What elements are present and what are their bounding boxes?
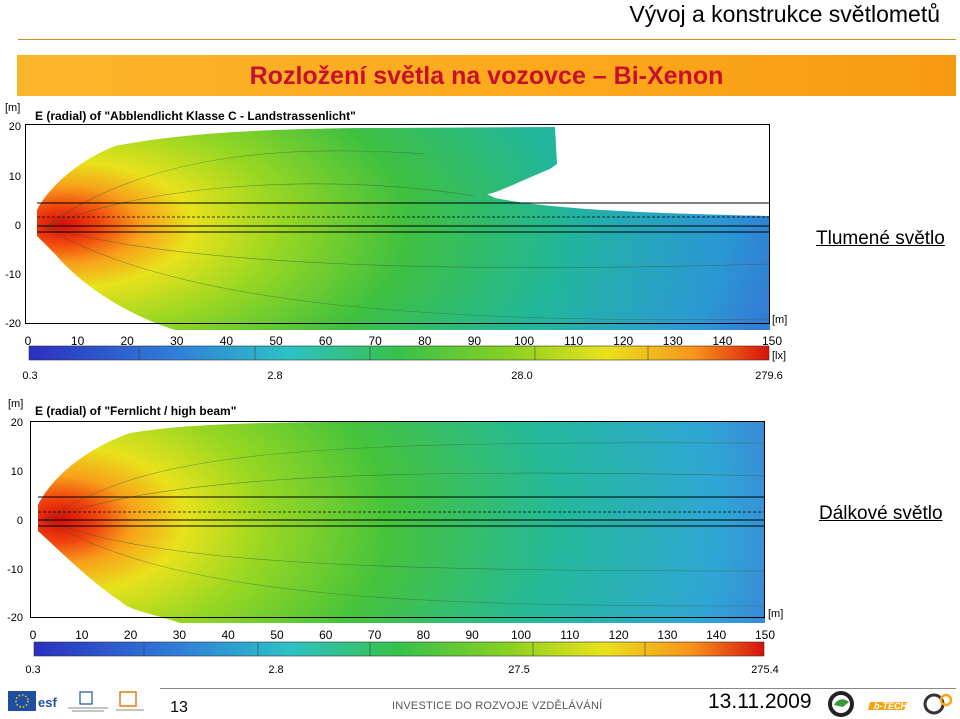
y-tick: 10 (10, 466, 23, 478)
x-tick: 10 (75, 628, 89, 642)
low-beam-heatmap (25, 124, 775, 330)
x-axis-unit: [m] (772, 314, 788, 326)
y-tick: 0 (16, 515, 23, 527)
colorbar-tick: 279.6 (755, 370, 783, 382)
y-tick: -10 (7, 564, 23, 576)
x-tick: 0 (24, 334, 32, 348)
x-tick: 70 (368, 334, 382, 348)
page-number: 13 (170, 699, 188, 716)
x-tick: 40 (219, 334, 234, 348)
x-tick: 130 (662, 334, 683, 348)
x-tick: 150 (761, 334, 783, 348)
low-beam-colorbar (28, 345, 770, 361)
y-tick: -20 (7, 612, 23, 624)
eu-logo: esf (8, 691, 57, 711)
x-tick: 70 (367, 628, 382, 642)
y-tick: 10 (8, 171, 21, 183)
y-tick: 20 (8, 121, 21, 133)
x-tick: 150 (754, 628, 776, 642)
x-tick: 90 (465, 628, 479, 642)
y-axis-unit: [m] (5, 102, 21, 114)
plot-title: E (radial) of "Abblendlicht Klasse C - L… (35, 109, 356, 123)
x-tick: 140 (712, 334, 733, 348)
svg-text:b-TECH: b-TECH (874, 701, 907, 711)
x-tick: 20 (120, 334, 134, 348)
x-tick: 40 (221, 628, 235, 642)
high-beam-label: Dálkové světlo (819, 503, 943, 524)
colorbar-tick: 27.5 (508, 664, 530, 676)
ministry-logo (68, 691, 108, 712)
x-tick: 50 (270, 628, 284, 642)
x-tick: 30 (170, 334, 184, 348)
x-tick: 60 (319, 628, 333, 642)
slide-subtitle: Rozložení světla na vozovce – Bi-Xenon (249, 62, 724, 90)
x-tick: 0 (29, 628, 37, 642)
colorbar-unit: [lx] (772, 350, 787, 362)
y-tick: -10 (5, 269, 21, 281)
x-tick: 80 (418, 334, 432, 348)
x-tick: 50 (269, 334, 283, 348)
x-tick: 120 (608, 628, 629, 642)
skoda-logo (828, 691, 854, 717)
op-logo (116, 691, 144, 711)
x-tick: 60 (318, 334, 333, 348)
high-beam-colorbar (33, 641, 765, 657)
y-tick: -20 (5, 318, 21, 330)
colorbar-tick: 0.3 (25, 664, 41, 676)
x-tick: 80 (416, 628, 431, 642)
x-tick: 120 (613, 334, 634, 348)
high-beam-heatmap (30, 421, 770, 623)
slide-title: Vývoj a konstrukce světlometů (629, 1, 940, 27)
y-tick: 20 (10, 417, 23, 429)
y-axis-unit: [m] (8, 398, 24, 410)
plot-title: E (radial) of "Fernlicht / high beam" (35, 404, 237, 418)
low-beam-label: Tlumené světlo (816, 228, 945, 249)
x-tick: 20 (123, 628, 138, 642)
colorbar-tick: 0.3 (22, 370, 38, 382)
x-tick: 130 (657, 628, 678, 642)
x-tick: 110 (560, 628, 580, 642)
partner-logo: b-TECH (868, 693, 953, 715)
x-tick: 140 (706, 628, 727, 642)
subtitle-bar (17, 55, 956, 96)
x-tick: 90 (467, 334, 482, 348)
title-divider (18, 39, 956, 40)
footer-text: INVESTICE DO ROZVOJE VZDĚLÁVÁNÍ (392, 700, 603, 712)
x-axis-unit: [m] (768, 608, 784, 620)
x-tick: 110 (564, 334, 584, 348)
colorbar-tick: 28.0 (511, 370, 533, 382)
footer-date: 13.11.2009 (708, 690, 812, 713)
x-tick: 10 (70, 334, 85, 348)
colorbar-tick: 275.4 (751, 664, 779, 676)
colorbar-tick: 2.8 (268, 664, 284, 676)
svg-text:esf: esf (38, 695, 57, 710)
y-tick: 0 (14, 220, 21, 232)
x-tick: 30 (172, 628, 187, 642)
x-tick: 100 (510, 628, 532, 642)
colorbar-tick: 2.8 (267, 370, 283, 382)
footer-divider (160, 688, 956, 689)
x-tick: 100 (513, 334, 535, 348)
